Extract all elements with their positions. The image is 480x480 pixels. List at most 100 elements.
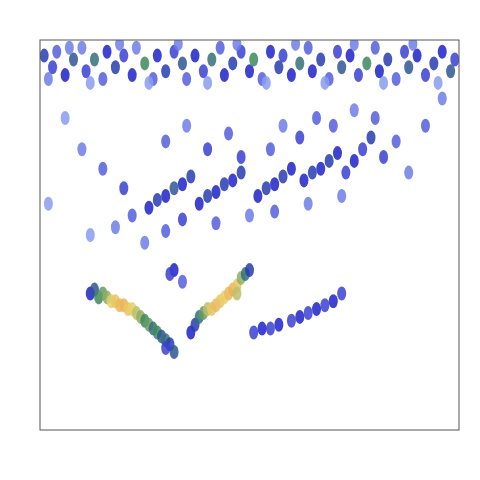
cell: [266, 142, 275, 156]
cell: [266, 322, 275, 336]
cell: [153, 193, 162, 207]
cell: [270, 205, 279, 219]
plot-frame: [40, 40, 459, 430]
cell: [224, 127, 233, 141]
cell: [308, 166, 317, 180]
cell: [421, 119, 430, 133]
cell: [153, 49, 162, 63]
cell: [228, 173, 237, 187]
cell: [86, 228, 95, 242]
cell: [325, 154, 334, 168]
cell: [287, 162, 296, 176]
cell: [191, 49, 200, 63]
cell: [274, 318, 283, 332]
cell: [178, 275, 187, 289]
cell: [279, 119, 288, 133]
cell: [438, 92, 447, 106]
cell: [258, 322, 267, 336]
cell: [333, 146, 342, 160]
cell: [203, 76, 212, 90]
cell: [312, 302, 321, 316]
cell: [438, 45, 447, 59]
cell: [161, 224, 170, 238]
cell: [44, 197, 53, 211]
cell: [111, 220, 120, 234]
cell: [65, 41, 74, 55]
cell: [262, 181, 271, 195]
cell: [295, 131, 304, 145]
cell: [279, 170, 288, 184]
chart: [0, 0, 480, 480]
cell: [220, 177, 229, 191]
cell: [211, 185, 220, 199]
cell: [86, 76, 95, 90]
cell: [61, 68, 70, 82]
cell: [362, 56, 371, 70]
cell: [262, 76, 271, 90]
cell: [237, 150, 246, 164]
cell: [161, 134, 170, 148]
cell: [287, 314, 296, 328]
cell: [178, 56, 187, 70]
cell: [337, 60, 346, 74]
cell: [90, 53, 99, 67]
cell: [371, 41, 380, 55]
cell: [383, 53, 392, 67]
cell: [207, 53, 216, 67]
cell: [98, 162, 107, 176]
cell: [249, 326, 258, 340]
cell: [52, 45, 61, 59]
cell: [161, 189, 170, 203]
cell: [279, 49, 288, 63]
cell: [350, 40, 359, 51]
cell: [44, 72, 53, 86]
cell: [40, 49, 49, 63]
cell: [312, 111, 321, 125]
cell: [358, 142, 367, 156]
cell: [337, 287, 346, 301]
cell: [450, 53, 459, 67]
cell: [103, 45, 112, 59]
cell: [186, 170, 195, 184]
cell: [178, 212, 187, 226]
cell: [170, 181, 179, 195]
cell: [182, 72, 191, 86]
cell: [174, 40, 183, 51]
cell: [287, 68, 296, 82]
cell: [140, 236, 149, 250]
cell: [237, 166, 246, 180]
cell: [144, 201, 153, 215]
cell: [333, 45, 342, 59]
cell: [140, 56, 149, 70]
cell: [232, 287, 241, 301]
cell: [329, 294, 338, 308]
cell: [379, 76, 388, 90]
cell: [434, 76, 443, 90]
cell: [329, 119, 338, 133]
cell: [316, 162, 325, 176]
cell: [178, 177, 187, 191]
cell: [61, 111, 70, 125]
cell: [337, 189, 346, 203]
cell: [404, 60, 413, 74]
cell: [245, 263, 254, 277]
cell: [111, 60, 120, 74]
cell: [128, 68, 137, 82]
cell: [354, 68, 363, 82]
cell: [320, 76, 329, 90]
cell: [249, 53, 258, 67]
cell: [182, 119, 191, 133]
cell: [77, 41, 86, 55]
cell: [144, 76, 153, 90]
cell: [392, 72, 401, 86]
cell: [228, 56, 237, 70]
cell: [371, 111, 380, 125]
cell: [98, 72, 107, 86]
cell: [421, 68, 430, 82]
cell: [295, 56, 304, 70]
cell: [132, 41, 141, 55]
cell: [161, 64, 170, 78]
cell: [304, 306, 313, 320]
cell: [350, 103, 359, 117]
cell: [308, 64, 317, 78]
